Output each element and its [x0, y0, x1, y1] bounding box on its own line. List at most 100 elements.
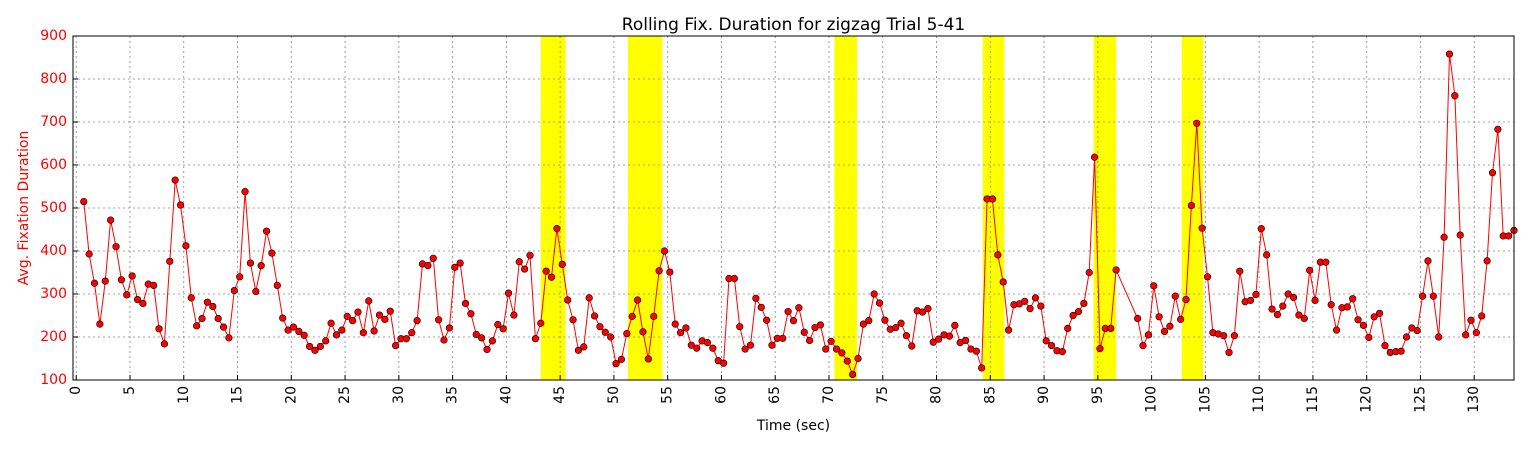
data-point — [752, 294, 760, 302]
x-tick-label: 10 — [176, 386, 192, 404]
series-group — [80, 50, 1518, 379]
data-point — [370, 327, 378, 335]
data-point — [526, 251, 534, 259]
data-point — [1080, 299, 1088, 308]
data-point — [1037, 302, 1045, 310]
data-point — [182, 242, 190, 250]
data-point — [332, 331, 341, 339]
data-point — [1300, 314, 1308, 323]
data-point — [1295, 311, 1303, 319]
data-point — [666, 268, 674, 276]
data-point — [1349, 295, 1357, 303]
data-point — [994, 251, 1002, 259]
data-point — [1311, 296, 1319, 305]
data-point — [1171, 292, 1179, 300]
data-point — [1160, 327, 1169, 336]
data-point — [1343, 303, 1351, 311]
data-point — [1375, 309, 1384, 317]
data-point — [789, 317, 798, 325]
data-point — [166, 257, 174, 265]
data-point — [547, 273, 556, 281]
y-tick-label: 300 — [40, 286, 67, 302]
data-point — [736, 323, 744, 331]
data-point — [289, 323, 298, 331]
data-point — [924, 305, 932, 313]
data-point — [961, 336, 970, 345]
data-point — [150, 281, 158, 290]
data-point — [1085, 268, 1093, 277]
data-point — [1472, 329, 1480, 337]
data-point — [1112, 266, 1120, 274]
data-point — [881, 316, 889, 324]
data-point — [176, 201, 185, 209]
data-point — [472, 330, 480, 339]
data-point — [607, 333, 615, 341]
x-tick-label: 5 — [122, 386, 138, 395]
x-tick-label: 80 — [929, 386, 945, 404]
data-point — [451, 263, 459, 271]
data-point — [623, 329, 631, 338]
data-point — [918, 308, 927, 316]
data-point — [1058, 348, 1066, 356]
data-point — [660, 247, 669, 255]
data-point — [1397, 347, 1405, 355]
data-point — [1279, 302, 1287, 310]
data-point — [155, 325, 163, 333]
y-axis-label: Avg. Fixation Duration — [16, 131, 32, 286]
x-tick-label: 35 — [445, 386, 461, 404]
data-point — [209, 302, 217, 311]
data-point — [1467, 316, 1475, 324]
data-point — [1155, 313, 1163, 321]
data-point — [650, 312, 658, 320]
data-point — [230, 286, 238, 295]
data-point — [338, 326, 346, 334]
y-tick-label: 100 — [40, 372, 67, 388]
data-point — [1413, 326, 1421, 335]
data-point — [171, 176, 179, 184]
data-point — [827, 337, 835, 345]
data-point — [1451, 92, 1459, 100]
x-tick-label: 105 — [1197, 386, 1213, 413]
data-point — [461, 299, 470, 308]
data-point — [348, 317, 357, 325]
data-point — [795, 304, 803, 312]
data-point — [746, 341, 755, 349]
data-point — [219, 323, 228, 331]
data-point — [90, 279, 99, 287]
y-tick-label: 500 — [40, 200, 67, 216]
data-point — [1047, 342, 1056, 350]
x-tick-label: 65 — [767, 386, 783, 404]
data-point — [1193, 119, 1201, 127]
data-point — [429, 254, 437, 262]
data-point — [800, 328, 808, 336]
data-point — [585, 294, 593, 302]
data-point — [198, 314, 206, 323]
data-point — [316, 342, 324, 351]
data-point — [365, 297, 373, 305]
data-point — [1273, 311, 1282, 319]
x-tick-label: 120 — [1359, 386, 1375, 413]
data-point — [1096, 345, 1104, 353]
data-point — [854, 354, 862, 363]
data-point — [488, 337, 496, 345]
data-point — [865, 317, 873, 325]
data-point — [483, 345, 491, 354]
data-point — [806, 336, 814, 345]
data-point — [478, 334, 486, 342]
data-point — [558, 260, 566, 268]
data-point — [1021, 297, 1029, 305]
data-point — [225, 334, 233, 342]
data-point — [1440, 233, 1448, 241]
x-tick-label: 45 — [552, 386, 568, 404]
data-point — [499, 325, 507, 333]
data-point — [1435, 333, 1443, 341]
data-point — [816, 321, 824, 329]
data-point — [892, 323, 900, 332]
data-point — [730, 274, 738, 283]
data-point — [935, 335, 943, 343]
data-point — [580, 343, 588, 351]
data-point — [139, 299, 147, 308]
data-point — [1483, 257, 1491, 265]
data-point — [1187, 201, 1195, 210]
data-point — [311, 346, 319, 354]
